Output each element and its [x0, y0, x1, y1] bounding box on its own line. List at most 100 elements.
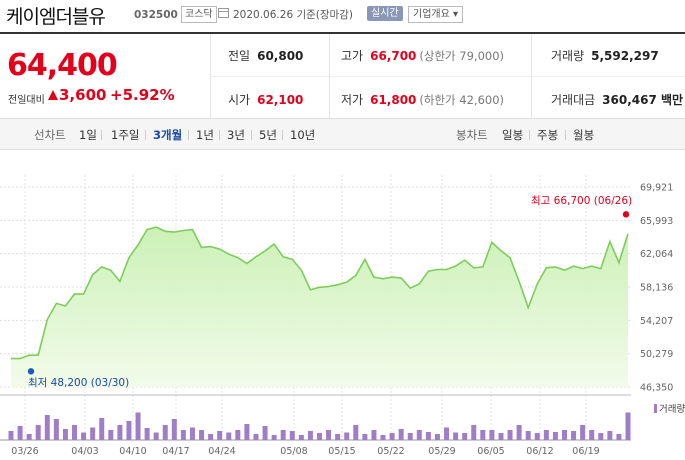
volume-bar	[126, 421, 132, 440]
stat-low: 저가 61,800 (하한가 42,600)	[341, 91, 504, 108]
x-tick-label: 05/15	[328, 446, 355, 457]
volume-bar	[589, 430, 595, 440]
period-1y[interactable]: 1년	[196, 128, 214, 142]
x-tick-label: 05/08	[280, 446, 307, 457]
volume-bar	[289, 431, 295, 440]
x-tick-label: 04/17	[162, 446, 189, 457]
x-tick-label: 06/05	[477, 446, 504, 457]
change-value: 3,600	[59, 86, 107, 104]
volume-bar	[516, 425, 522, 440]
volume-bar	[317, 433, 322, 440]
stat-value: 60,800	[257, 49, 304, 63]
volume-bar	[62, 429, 68, 440]
stock-header: 케이엠더블유 032500 코스닥 2020.06.26 기준(장마감) 실시간…	[0, 0, 685, 32]
stat-value: 5,592,297	[591, 49, 659, 63]
volume-bar	[453, 432, 459, 440]
period-5y[interactable]: 5년	[259, 128, 277, 142]
volume-bar	[571, 431, 577, 440]
stock-name: 케이엠더블유	[6, 6, 106, 28]
volume-bar	[298, 435, 304, 440]
volume-bar	[380, 435, 386, 440]
volume-bar	[561, 430, 567, 440]
period-10y[interactable]: 10년	[290, 128, 316, 142]
volume-bar	[498, 433, 504, 440]
volume-legend-swatch	[654, 404, 657, 413]
x-tick-label: 04/10	[119, 446, 146, 457]
x-tick-label: 06/19	[572, 446, 599, 457]
volume-bar	[307, 431, 313, 440]
y-tick-label: 62,064	[640, 249, 673, 260]
stat-high: 고가 66,700 (상한가 79,000)	[341, 47, 504, 64]
y-tick-label: 65,993	[640, 216, 673, 227]
stat-label: 전일	[228, 49, 251, 63]
volume-bar	[543, 430, 549, 440]
separator	[219, 130, 220, 140]
volume-bar	[144, 428, 150, 440]
period-3m[interactable]: 3개월	[153, 128, 183, 142]
period-1w[interactable]: 1주일	[111, 128, 140, 142]
volume-bar	[262, 426, 268, 440]
separator	[565, 130, 566, 140]
volume-bar	[398, 429, 404, 440]
volume-bar	[180, 430, 186, 440]
max-marker	[622, 211, 630, 218]
min-marker	[27, 368, 35, 375]
volume-bar	[189, 427, 195, 440]
candle-daily[interactable]: 일봉	[502, 128, 524, 142]
period-1d[interactable]: 1일	[79, 128, 97, 142]
volume-bar	[353, 425, 359, 440]
volume-bar	[253, 434, 259, 440]
volume-bar	[8, 431, 14, 440]
volume-bar	[407, 433, 413, 440]
volume-bar	[525, 431, 531, 440]
volume-bar	[534, 433, 540, 440]
x-tick-label: 04/03	[71, 446, 98, 457]
separator	[251, 130, 252, 140]
volume-bar	[344, 432, 350, 440]
volume-bar	[81, 432, 87, 440]
volume-bar	[416, 430, 422, 440]
max-annotation: 최고 66,700 (06/26)	[531, 195, 632, 207]
base-date: 2020.06.26 기준(장마감)	[233, 9, 353, 21]
stat-label: 저가	[341, 93, 364, 107]
volume-bar	[480, 430, 486, 440]
calendar-icon	[218, 8, 229, 18]
y-tick-label: 54,207	[640, 316, 673, 327]
volume-bar	[371, 430, 377, 440]
current-price: 64,400	[7, 48, 118, 83]
stat-volume: 거래량 5,592,297	[551, 47, 659, 64]
stock-code: 032500	[134, 9, 178, 21]
period-3y[interactable]: 3년	[227, 128, 245, 142]
min-annotation: 최저 48,200 (03/30)	[28, 377, 129, 389]
stat-prev-close: 전일 60,800	[228, 47, 303, 64]
stat-value: 62,100	[257, 93, 304, 107]
y-tick-label: 69,921	[640, 183, 673, 194]
candle-weekly[interactable]: 주봉	[537, 128, 559, 142]
volume-bar	[471, 425, 477, 440]
volume-bar	[135, 412, 141, 440]
volume-bar	[199, 430, 205, 440]
x-tick-label: 04/24	[208, 446, 235, 457]
volume-bar	[280, 430, 286, 440]
volume-bar	[108, 430, 114, 440]
price-area	[11, 227, 628, 387]
volume-bar	[489, 430, 495, 440]
price-summary: 64,400 전일대비 3,600 +5.92%	[0, 34, 210, 118]
volume-bar	[162, 425, 168, 440]
volume-bar	[17, 426, 23, 440]
volume-bar	[72, 425, 78, 440]
candle-monthly[interactable]: 월봉	[573, 128, 595, 142]
volume-bar	[616, 434, 622, 440]
stat-label: 거래대금	[551, 93, 596, 107]
company-overview-dropdown[interactable]: 기업개요 ▾	[408, 6, 463, 23]
volume-bar	[244, 424, 250, 440]
volume-bar	[35, 425, 41, 440]
stat-value: 66,700	[370, 49, 417, 63]
volume-bar	[217, 431, 223, 440]
up-triangle-icon	[48, 90, 58, 100]
stat-value: 61,800	[370, 93, 417, 107]
volume-bar	[235, 430, 241, 440]
volume-bar	[507, 430, 513, 440]
realtime-button[interactable]: 실시간	[367, 6, 403, 21]
volume-bar	[598, 433, 604, 440]
